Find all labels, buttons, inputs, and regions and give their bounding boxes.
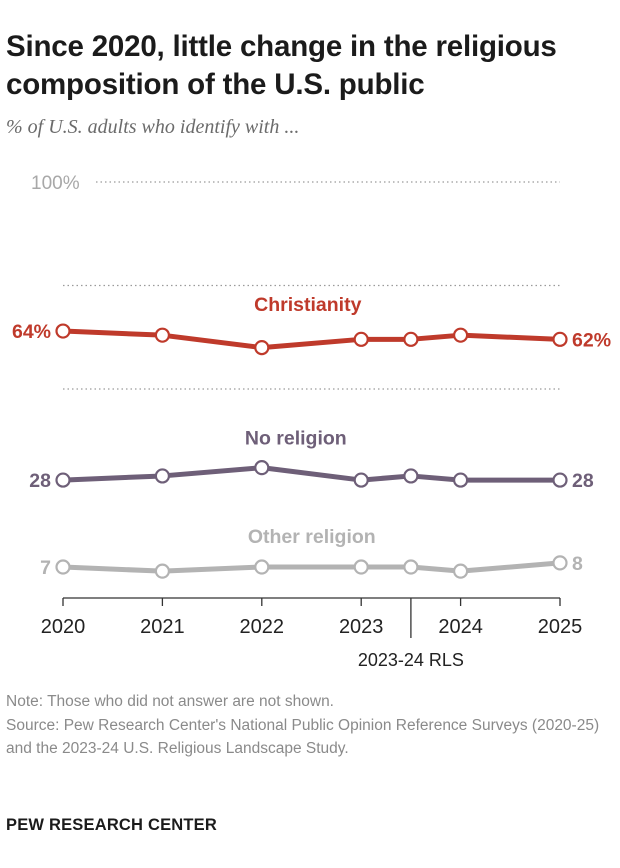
x-tick-label: 2020 xyxy=(41,616,86,638)
y-axis-top-label: 100% xyxy=(31,173,80,194)
data-point xyxy=(254,559,270,575)
brand-name: PEW RESEARCH CENTER xyxy=(6,816,217,834)
x-tick-label: 2022 xyxy=(240,616,285,638)
series-start-label: 7 xyxy=(40,557,51,579)
series-name-label: No religion xyxy=(245,428,347,450)
series-line xyxy=(60,560,563,574)
series-name-label: Other religion xyxy=(248,526,376,548)
chart-subtitle: % of U.S. adults who identify with ... xyxy=(6,116,300,138)
x-tick-label: 2021 xyxy=(140,616,185,638)
data-point xyxy=(403,468,419,484)
data-point xyxy=(353,559,369,575)
series-end-label: 62% xyxy=(572,329,611,351)
data-point xyxy=(154,327,170,343)
data-point xyxy=(552,331,568,347)
data-point xyxy=(55,559,71,575)
rls-marker-label: 2023-24 RLS xyxy=(358,650,464,670)
chart-notes: Note: Those who did not answer are not s… xyxy=(6,690,606,761)
series-start-label: 64% xyxy=(12,321,51,343)
data-point xyxy=(453,472,469,488)
data-point xyxy=(453,327,469,343)
data-point xyxy=(403,331,419,347)
series-line xyxy=(60,328,563,351)
x-tick-label: 2023 xyxy=(339,616,384,638)
data-point xyxy=(254,460,270,476)
chart-title: Since 2020, little change in the religio… xyxy=(6,30,557,101)
source-text: Source: Pew Research Center's National P… xyxy=(6,716,600,758)
series-line xyxy=(60,465,563,483)
x-tick-label: 2024 xyxy=(438,616,483,638)
data-point xyxy=(403,559,419,575)
data-point xyxy=(55,323,71,339)
note-text: Note: Those who did not answer are not s… xyxy=(6,693,334,710)
data-point xyxy=(353,472,369,488)
data-point xyxy=(353,331,369,347)
data-point xyxy=(453,563,469,579)
line-chart: 100% 2020 2021 2022 2023 2024 2025 2023-24 RLS C… xyxy=(12,173,611,670)
data-point xyxy=(254,340,270,356)
data-point xyxy=(552,472,568,488)
series-end-label: 8 xyxy=(572,553,583,575)
data-point xyxy=(55,472,71,488)
data-point xyxy=(154,563,170,579)
data-point xyxy=(552,555,568,571)
series-end-label: 28 xyxy=(572,470,594,492)
x-tick-label: 2025 xyxy=(538,616,583,638)
series-name-label: Christianity xyxy=(254,294,361,316)
series-start-label: 28 xyxy=(29,470,51,492)
data-point xyxy=(154,468,170,484)
